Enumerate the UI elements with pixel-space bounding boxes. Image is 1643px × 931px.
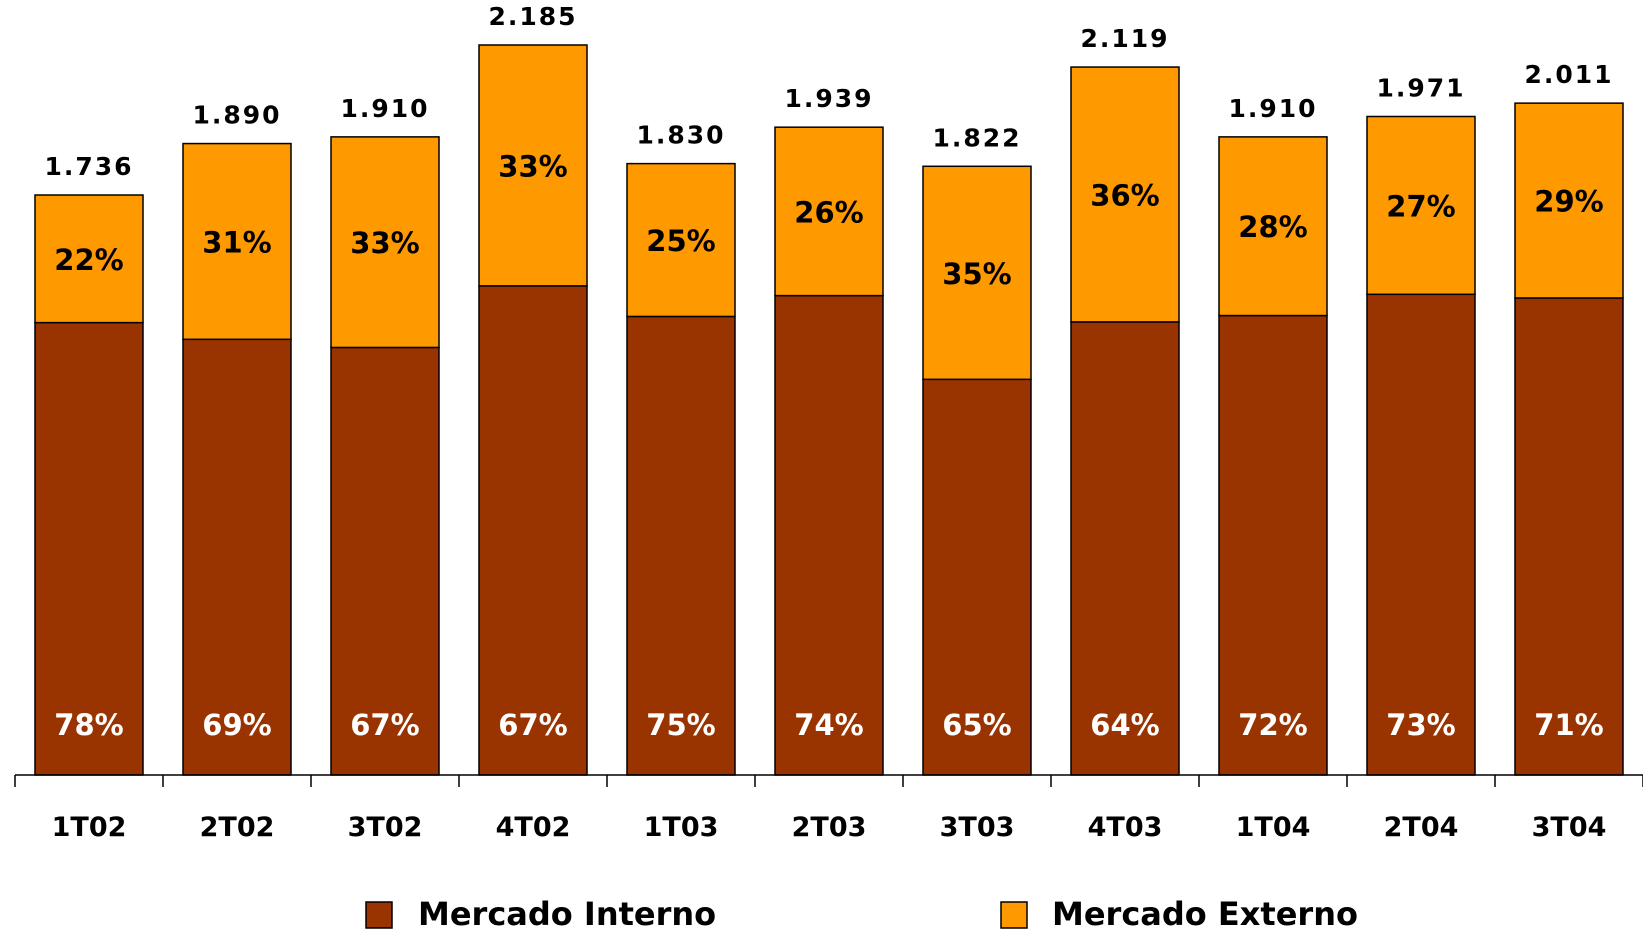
bar-externo-2T02 [182, 142, 292, 341]
pct-label-externo-1T04: 28% [1238, 210, 1307, 244]
bar-externo-4T03 [1070, 66, 1180, 323]
legend-label-0: Mercado Interno [418, 895, 716, 931]
legend-swatch-1 [1000, 901, 1028, 929]
pct-label-interno-3T03: 65% [942, 708, 1011, 742]
pct-label-interno-1T03: 75% [646, 708, 715, 742]
pct-label-externo-1T03: 25% [646, 224, 715, 258]
category-label-3T03: 3T03 [940, 812, 1015, 843]
category-label-4T03: 4T03 [1088, 812, 1163, 843]
pct-label-externo-2T03: 26% [794, 195, 863, 229]
bar-externo-2T04 [1366, 115, 1476, 296]
bar-externo-1T03 [626, 162, 736, 318]
category-label-3T02: 3T02 [348, 812, 423, 843]
bar-externo-3T04 [1514, 102, 1624, 299]
labels-group: 1.736 22% 78% 1.890 31% 69% 1.910 33% 67% 2.185 33… [44, 2, 1613, 742]
total-label-1T03: 1.830 [636, 121, 725, 150]
category-label-1T02: 1T02 [52, 812, 127, 843]
x-axis: 1T02 2T02 3T02 4T02 1T03 2T03 3T03 4T03 1T04 2T04… [14, 774, 1643, 843]
pct-label-interno-2T04: 73% [1386, 708, 1455, 742]
total-label-2T02: 1.890 [192, 101, 281, 130]
category-label-2T02: 2T02 [200, 812, 275, 843]
bar-interno-3T02 [330, 346, 440, 776]
total-label-2T04: 1.971 [1376, 73, 1465, 102]
bar-interno-1T03 [626, 315, 736, 776]
pct-label-externo-2T02: 31% [202, 225, 271, 259]
bar-externo-3T03 [922, 165, 1032, 381]
pct-label-externo-3T02: 33% [350, 226, 419, 260]
pct-label-interno-4T02: 67% [498, 708, 567, 742]
category-label-3T04: 3T04 [1532, 812, 1607, 843]
category-label-2T03: 2T03 [792, 812, 867, 843]
bar-interno-2T03 [774, 294, 884, 776]
pct-label-externo-3T04: 29% [1534, 185, 1603, 219]
bar-externo-1T04 [1218, 136, 1328, 317]
pct-label-externo-4T03: 36% [1090, 178, 1159, 212]
legend: Mercado Interno Mercado Externo [365, 895, 1358, 931]
category-label-4T02: 4T02 [496, 812, 571, 843]
bars-group [34, 44, 1624, 776]
category-label-2T04: 2T04 [1384, 812, 1459, 843]
legend-swatch-0 [365, 901, 393, 929]
pct-label-externo-2T04: 27% [1386, 189, 1455, 223]
bar-interno-2T04 [1366, 293, 1476, 776]
bar-interno-3T04 [1514, 297, 1624, 776]
pct-label-interno-2T03: 74% [794, 708, 863, 742]
bar-externo-1T02 [34, 194, 144, 324]
pct-label-interno-4T03: 64% [1090, 708, 1159, 742]
pct-label-externo-1T02: 22% [54, 243, 123, 277]
total-label-3T03: 1.822 [932, 123, 1021, 152]
pct-label-externo-4T02: 33% [498, 149, 567, 183]
total-label-2T03: 1.939 [784, 84, 873, 113]
pct-label-interno-2T02: 69% [202, 708, 271, 742]
pct-label-interno-3T04: 71% [1534, 708, 1603, 742]
category-label-1T03: 1T03 [644, 812, 719, 843]
total-label-1T04: 1.910 [1228, 94, 1317, 123]
category-label-1T04: 1T04 [1236, 812, 1311, 843]
pct-label-interno-3T02: 67% [350, 708, 419, 742]
bar-interno-4T02 [478, 285, 588, 776]
pct-label-externo-3T03: 35% [942, 257, 1011, 291]
total-label-1T02: 1.736 [44, 152, 133, 181]
pct-label-interno-1T04: 72% [1238, 708, 1307, 742]
total-label-4T02: 2.185 [488, 2, 577, 31]
bar-interno-1T02 [34, 321, 144, 776]
total-label-3T02: 1.910 [340, 94, 429, 123]
total-label-3T04: 2.011 [1524, 60, 1613, 89]
bar-externo-4T02 [478, 44, 588, 287]
pct-label-interno-1T02: 78% [54, 708, 123, 742]
total-label-4T03: 2.119 [1080, 24, 1169, 53]
bar-interno-1T04 [1218, 314, 1328, 776]
legend-label-1: Mercado Externo [1052, 895, 1358, 931]
bar-externo-2T03 [774, 126, 884, 297]
bar-externo-3T02 [330, 136, 440, 349]
bar-interno-4T03 [1070, 321, 1180, 776]
bar-interno-3T03 [922, 378, 1032, 776]
